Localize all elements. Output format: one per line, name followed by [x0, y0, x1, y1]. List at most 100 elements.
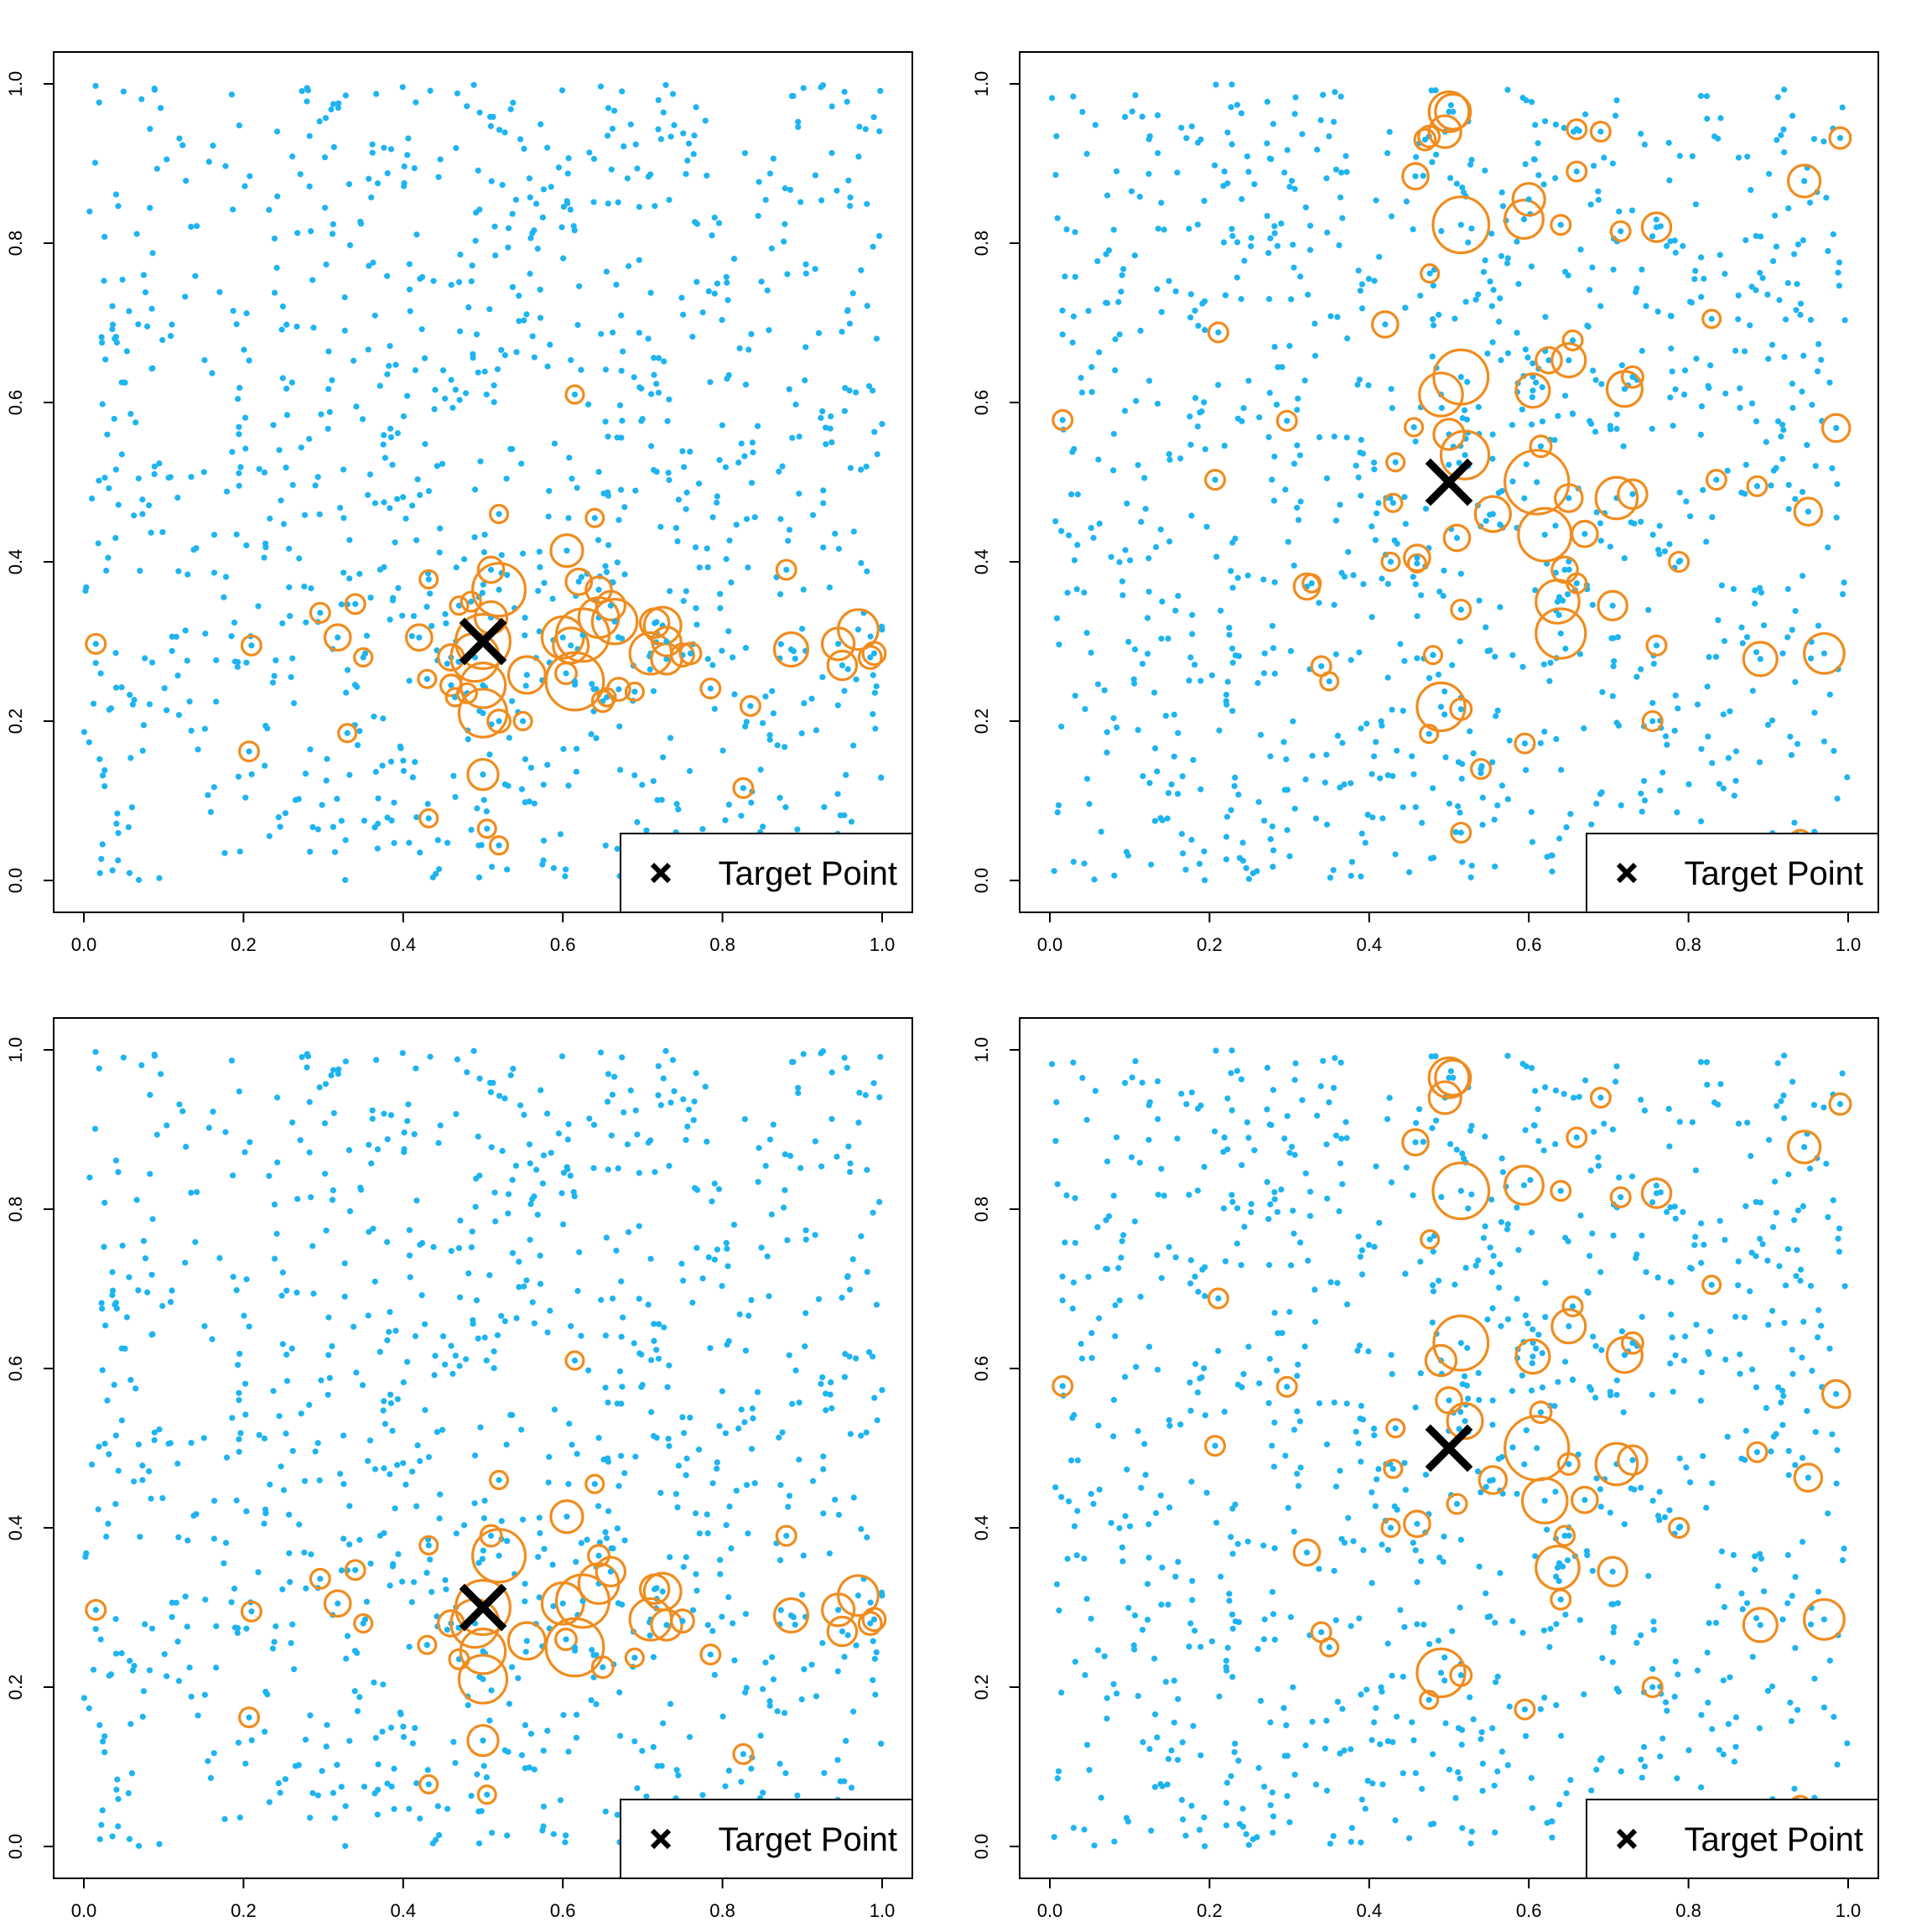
- data-point: [1372, 537, 1379, 543]
- data-point: [1294, 442, 1301, 449]
- data-point: [1680, 1208, 1686, 1215]
- data-point: [297, 1137, 304, 1144]
- data-point: [1492, 653, 1498, 660]
- data-point: [236, 1350, 243, 1358]
- panel-top-left: 0.0 0.2 0.4 0.6 0.8 1.00.00.20.40.60.81.0Targ…: [5, 51, 913, 955]
- data-point: [371, 1278, 378, 1285]
- data-point: [1070, 1825, 1077, 1831]
- data-point: [1441, 1677, 1448, 1684]
- data-point: [1737, 385, 1743, 392]
- data-point: [1105, 1213, 1113, 1220]
- highlighted-point-dot: [1382, 321, 1389, 328]
- data-point: [309, 1789, 316, 1797]
- data-point: [329, 1197, 336, 1203]
- data-point: [531, 1193, 538, 1200]
- data-point: [800, 1552, 807, 1559]
- data-point: [475, 1335, 481, 1342]
- data-point: [1334, 314, 1341, 320]
- data-point: [1337, 1467, 1343, 1474]
- data-point: [153, 165, 160, 172]
- data-point: [140, 272, 147, 278]
- data-point: [1094, 1223, 1101, 1231]
- highlight-circle: [650, 1608, 683, 1642]
- data-point: [329, 1343, 335, 1350]
- data-point: [1666, 541, 1673, 548]
- highlight-circle: [1589, 120, 1612, 143]
- data-point: [856, 123, 863, 130]
- data-point: [834, 791, 841, 797]
- data-point: [571, 1193, 578, 1200]
- data-point: [1311, 1286, 1318, 1293]
- data-point: [278, 326, 285, 333]
- data-point: [1083, 1116, 1090, 1124]
- data-point: [1780, 427, 1787, 434]
- highlighted-point-dot: [1212, 1442, 1218, 1449]
- data-point: [371, 824, 378, 831]
- data-point: [120, 88, 127, 95]
- data-point: [175, 1678, 183, 1685]
- data-point: [1069, 339, 1076, 346]
- data-point: [1323, 1787, 1331, 1794]
- data-point: [213, 657, 220, 663]
- data-point: [1171, 711, 1177, 718]
- data-point: [1405, 869, 1413, 875]
- data-point: [760, 1789, 766, 1796]
- highlight-circle: [418, 569, 439, 589]
- data-point: [1763, 1405, 1769, 1411]
- data-point: [256, 465, 262, 472]
- data-point: [481, 1334, 488, 1341]
- data-point: [1489, 1421, 1496, 1428]
- data-point: [1132, 91, 1139, 99]
- data-point: [1688, 299, 1695, 306]
- data-point: [1528, 808, 1535, 815]
- data-point: [1638, 1484, 1644, 1491]
- data-point: [322, 1171, 329, 1177]
- data-point: [486, 306, 493, 313]
- data-point: [613, 281, 620, 288]
- data-point: [585, 401, 592, 408]
- data-point: [1363, 1686, 1370, 1693]
- data-point: [1238, 1262, 1244, 1269]
- data-point: [1323, 475, 1331, 482]
- data-point: [1788, 751, 1795, 759]
- data-point: [442, 610, 449, 617]
- data-point: [1182, 866, 1189, 873]
- data-point: [1221, 1408, 1228, 1415]
- data-point: [271, 235, 278, 242]
- data-point: [1142, 1472, 1149, 1478]
- data-point: [387, 1724, 395, 1731]
- data-point: [1597, 1504, 1604, 1510]
- highlight-circle: [1566, 572, 1588, 595]
- data-point: [1562, 1611, 1569, 1618]
- highlighted-point-dot: [1629, 1340, 1636, 1347]
- highlighted-point-dot: [571, 391, 579, 398]
- highlight-circle: [1514, 1338, 1551, 1375]
- legend-label: Target Point: [719, 1821, 897, 1858]
- data-point: [1529, 99, 1535, 106]
- data-point: [626, 1228, 632, 1235]
- highlight-circle: [1385, 452, 1406, 473]
- data-point: [1343, 153, 1349, 159]
- data-point: [1254, 679, 1261, 687]
- data-point: [1291, 460, 1298, 467]
- data-point: [1697, 1058, 1705, 1066]
- data-point: [1271, 223, 1278, 230]
- data-point: [1111, 872, 1118, 879]
- data-point: [388, 1783, 395, 1790]
- legend: Target Point: [620, 833, 913, 913]
- data-point: [406, 261, 413, 267]
- x-tick-label: 0.6: [550, 1900, 576, 1921]
- data-point: [1781, 1114, 1788, 1122]
- highlighted-point-dot: [425, 815, 432, 822]
- data-point: [1764, 291, 1771, 298]
- data-point: [1787, 733, 1794, 740]
- highlighted-point-dot: [1618, 1194, 1624, 1201]
- data-point: [1455, 759, 1462, 766]
- data-point: [1202, 298, 1208, 304]
- data-point: [126, 870, 133, 876]
- data-point: [1587, 287, 1593, 293]
- data-point: [1748, 1249, 1755, 1256]
- data-point: [1336, 1208, 1343, 1215]
- data-point: [1228, 807, 1234, 813]
- data-point: [1228, 226, 1235, 232]
